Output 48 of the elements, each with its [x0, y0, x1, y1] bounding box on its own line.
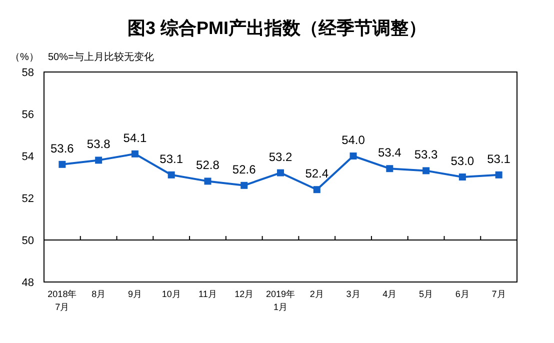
point	[386, 165, 394, 172]
data-label: 53.1	[160, 152, 184, 166]
data-label: 53.0	[450, 154, 474, 168]
point	[58, 160, 66, 168]
y-tick-label: 52	[22, 193, 34, 205]
y-tick-label: 50	[22, 235, 34, 247]
y-tick-label: 54	[22, 151, 34, 163]
x-tick-label: 8月	[92, 289, 106, 299]
y-tick-label: 56	[22, 109, 34, 121]
x-tick-label: 12月	[234, 289, 254, 299]
point	[204, 178, 212, 185]
point	[313, 186, 320, 194]
x-tick-label: 2019年 1月	[266, 289, 296, 312]
data-label: 54.0	[342, 133, 366, 147]
y-tick-label: 58	[22, 67, 34, 79]
point	[458, 174, 466, 180]
x-tick-label: 6月	[455, 289, 470, 299]
point	[277, 169, 284, 176]
data-label: 53.6	[50, 141, 74, 156]
x-tick-label: 5月	[419, 289, 434, 299]
x-tick-label: 4月	[382, 289, 397, 299]
x-tick-label: 9月	[128, 289, 142, 299]
data-label: 53.8	[86, 137, 111, 152]
x-tick-label: 11月	[198, 289, 217, 299]
data-label: 52.4	[305, 166, 329, 181]
point	[168, 171, 175, 178]
x-tick-label: 10月	[162, 289, 181, 299]
point	[240, 182, 248, 189]
y-axis-title: （%）	[10, 52, 39, 63]
x-tick-label: 2月	[310, 289, 324, 299]
data-label: 53.3	[414, 148, 438, 162]
data-label: 53.4	[378, 146, 402, 160]
chart-title: 图3 综合PMI产出指数（经季节调整）	[127, 18, 427, 38]
text: 50%=与上月比较无变化	[48, 51, 154, 63]
data-label: 52.8	[196, 158, 220, 172]
data-label: 53.2	[268, 150, 292, 164]
data-label: 54.1	[123, 130, 147, 145]
point	[350, 152, 357, 160]
data-label: 53.1	[487, 152, 511, 166]
point	[131, 150, 138, 158]
x-tick-label: 7月	[492, 289, 506, 299]
point	[95, 156, 102, 164]
x-tick-label: 2018年 7月	[48, 289, 77, 312]
x-tick-label: 3月	[346, 289, 360, 299]
point	[495, 171, 502, 178]
data-label: 52.6	[232, 162, 256, 176]
y-tick-label: 48	[22, 277, 34, 289]
point	[422, 167, 430, 174]
